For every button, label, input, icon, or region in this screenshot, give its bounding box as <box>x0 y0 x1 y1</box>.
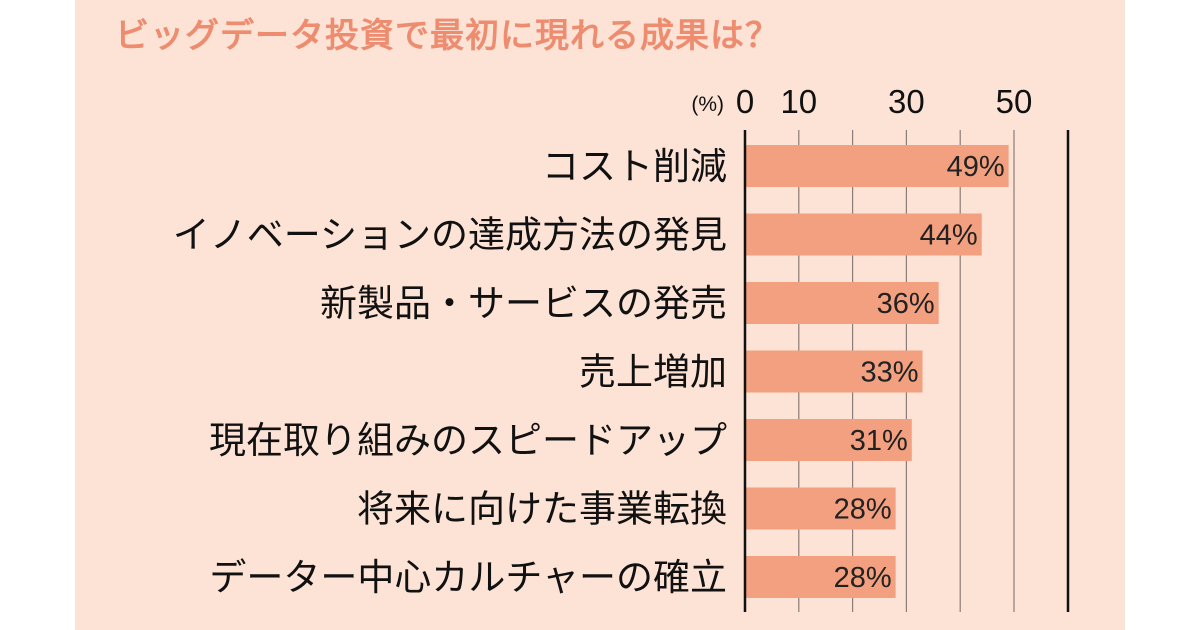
category-label: イノベーションの達成方法の発見 <box>173 214 727 257</box>
bar <box>745 282 939 324</box>
bar-value-label: 28% <box>834 562 892 594</box>
bar-value-label: 28% <box>834 494 892 526</box>
category-label: 現在取り組みのスピードアップ <box>209 419 727 462</box>
category-label: コスト削減 <box>542 145 727 188</box>
chart-panel: ビッグデータ投資で最初に現れる成果は？ 49% コスト削減 44% イノベーションの達… <box>75 0 1125 630</box>
unit-label: (%) <box>691 93 724 116</box>
category-label: 将来に向けた事業転換 <box>357 488 727 531</box>
bar <box>745 487 896 530</box>
x-tick-label: 10 <box>780 83 817 120</box>
category-label: 新製品・サービスの発売 <box>320 282 727 325</box>
bar-value-label: 33% <box>860 357 918 389</box>
bar-chart: 49% コスト削減 44% イノベーションの達成方法の発見 36% 新製品・サービスの発売… <box>173 83 1070 612</box>
x-tick-label: 50 <box>996 83 1033 120</box>
bar-value-label: 31% <box>850 425 908 457</box>
category-label: 売上増加 <box>579 351 727 394</box>
chart-title: ビッグデータ投資で最初に現れる成果は？ <box>115 16 780 56</box>
category-label: データー中心カルチャーの確立 <box>209 556 727 599</box>
x-tick-label: 30 <box>888 83 925 120</box>
bar <box>745 556 896 598</box>
bar-value-label: 49% <box>947 151 1005 183</box>
bar-value-label: 44% <box>920 220 978 252</box>
bar <box>745 419 912 461</box>
bar <box>745 145 1009 187</box>
bar <box>745 350 923 393</box>
x-tick-label: 0 <box>736 83 754 120</box>
bar-value-label: 36% <box>877 288 935 320</box>
bar <box>745 213 982 256</box>
